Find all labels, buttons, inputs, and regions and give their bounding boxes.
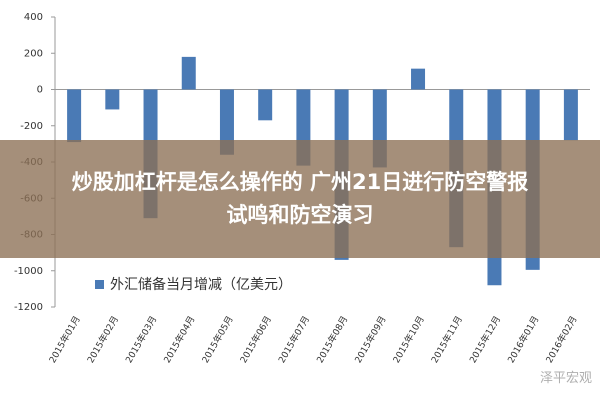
bar (67, 89, 82, 143)
x-tick-label: 2015年07月 (276, 314, 313, 365)
legend-label: 外汇储备当月增减（亿美元） (110, 276, 292, 293)
bar (219, 89, 234, 155)
bar (411, 68, 426, 90)
y-tick-label: -200 (20, 121, 43, 132)
watermark: 泽平宏观 (539, 371, 592, 386)
banner[interactable]: 炒股加杠杆是怎么操作的 广州21日进行防空警报 试鸣和防空演习 (0, 140, 600, 258)
x-tick-label: 2015年05月 (199, 314, 236, 365)
x-tick-label: 2015年04月 (161, 314, 198, 365)
bar (563, 89, 578, 141)
bar (258, 89, 273, 121)
bar (181, 56, 196, 90)
bar (105, 89, 120, 110)
x-tick-label: 2015年08月 (314, 314, 351, 365)
y-tick-label: 400 (24, 12, 43, 23)
x-tick-label: 2015年10月 (390, 314, 427, 365)
y-tick-label: -1200 (14, 302, 43, 313)
banner-line[interactable]: 试鸣和防空演习 (226, 203, 374, 227)
x-tick-label: 2015年12月 (467, 314, 504, 365)
x-tick-label: 2016年02月 (543, 314, 580, 365)
x-tick-label: 2015年11月 (428, 314, 465, 365)
y-tick-label: 0 (37, 85, 43, 96)
x-tick-label: 2015年01月 (46, 314, 83, 365)
banner-line[interactable]: 炒股加杠杆是怎么操作的 广州21日进行防空警报 (71, 170, 529, 194)
x-tick-label: 2015年03月 (123, 314, 160, 365)
y-tick-label: -1000 (14, 266, 43, 277)
y-tick-label: 200 (24, 48, 43, 59)
x-tick-label: 2015年09月 (352, 314, 389, 365)
x-tick-label: 2015年06月 (237, 314, 274, 365)
x-tick-label: 2016年01月 (505, 314, 542, 365)
legend-swatch (95, 280, 104, 289)
x-tick-label: 2015年02月 (85, 314, 122, 365)
